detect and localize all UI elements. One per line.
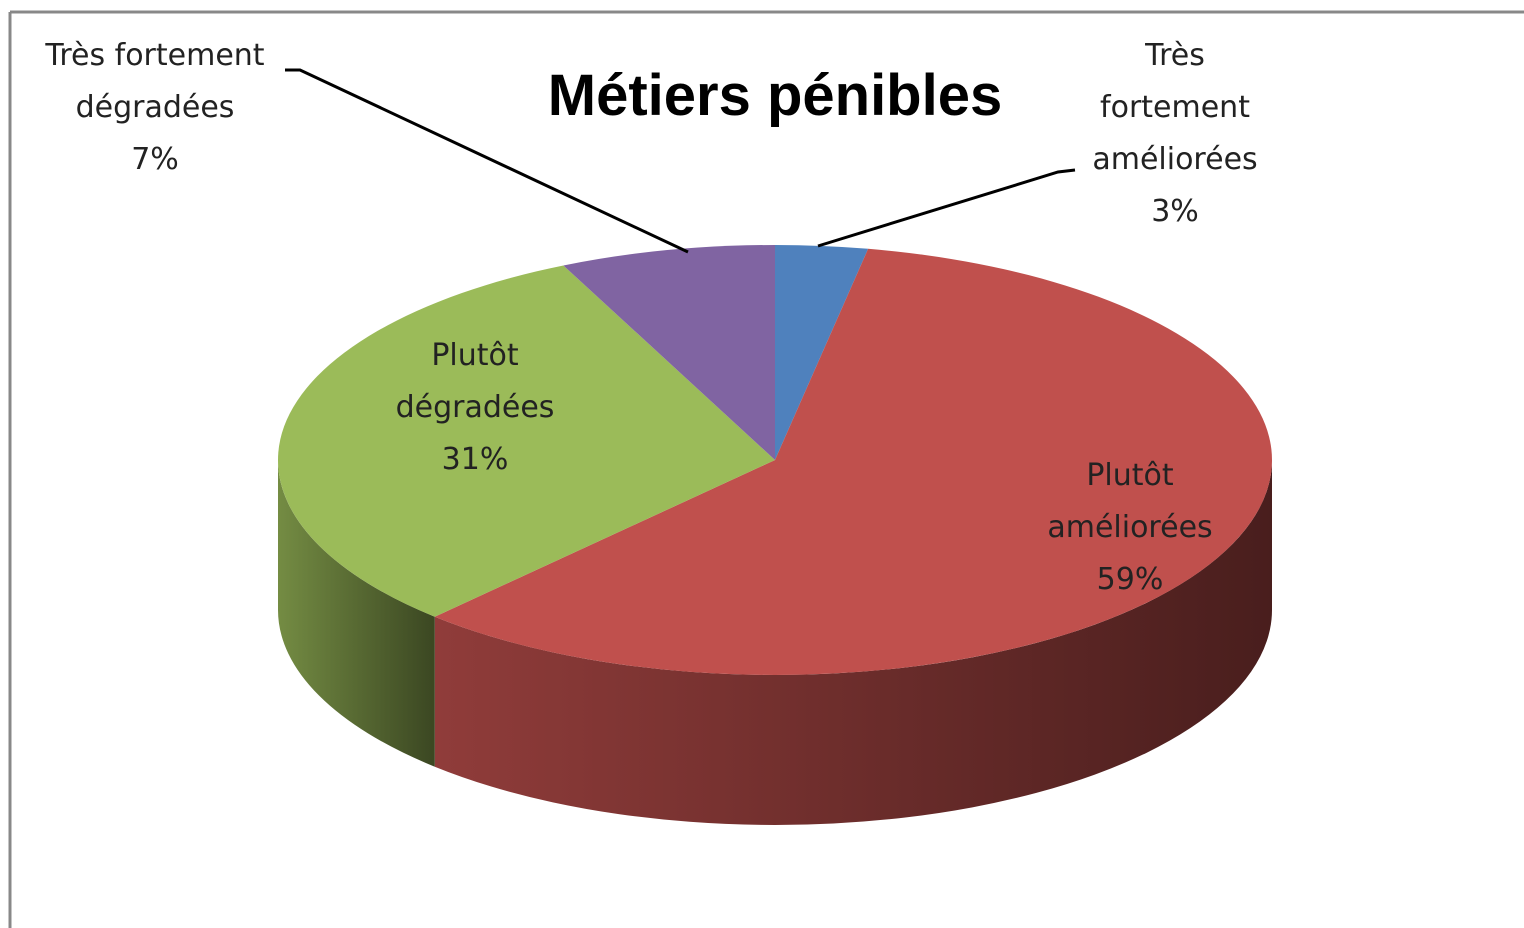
slice [563, 245, 775, 460]
data-label: Plutôt améliorées 59% [1015, 450, 1245, 606]
slice [434, 248, 1272, 676]
category-label: Très fortement dégradées [45, 38, 265, 125]
value-label: 59% [1096, 562, 1164, 597]
leader-line [285, 68, 689, 254]
pie [277, 245, 1272, 825]
leader-line [817, 168, 1076, 248]
value-label: 3% [1151, 194, 1199, 229]
value-label: 7% [131, 142, 179, 177]
value-label: 31% [441, 442, 509, 477]
slice-side [434, 460, 1272, 825]
slice [277, 265, 775, 617]
chart-title: Métiers pénibles [547, 63, 1003, 128]
category-label: Plutôt dégradées [395, 338, 555, 425]
category-label: Très fortement améliorées [1092, 38, 1258, 177]
slice-side [278, 460, 435, 767]
data-label: Très fortement améliorées 3% [1080, 30, 1270, 238]
slice [775, 245, 869, 460]
data-label: Plutôt dégradées 31% [370, 330, 580, 486]
data-label: Très fortement dégradées 7% [15, 30, 295, 186]
category-label: Plutôt améliorées [1047, 458, 1213, 545]
